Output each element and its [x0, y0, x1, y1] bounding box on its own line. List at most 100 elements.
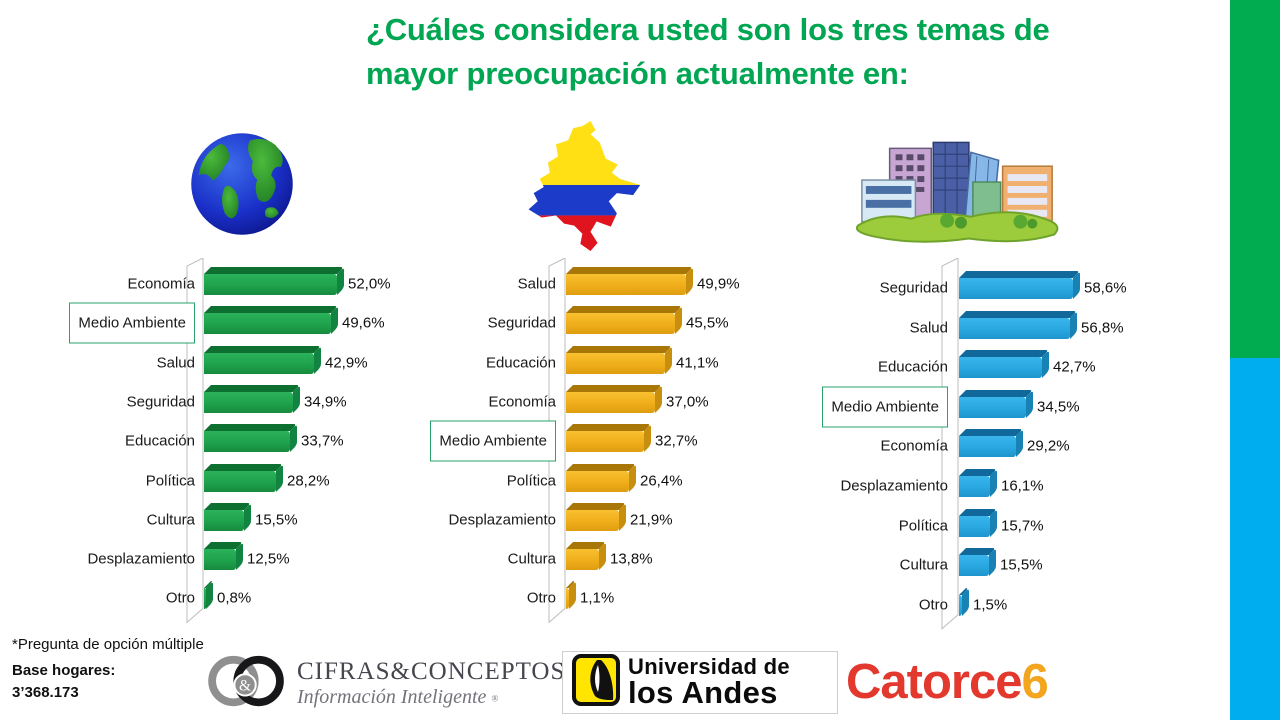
bar-top-face — [959, 310, 1077, 318]
category-label: Medio Ambiente — [398, 420, 556, 462]
category-text: Seguridad — [879, 279, 948, 297]
bar — [204, 470, 276, 492]
chart-world: Economía 52,0% Medio Ambiente 49,6% Salud 42,… — [10, 258, 392, 630]
bar — [566, 588, 569, 610]
value-label: 15,7% — [1001, 517, 1044, 535]
chart-city: Seguridad 58,6% Salud 56,8% Educación 42,7% Me… — [790, 258, 1180, 637]
bar — [204, 431, 290, 453]
category-label: Educación — [790, 359, 948, 376]
base-label: Base hogares: — [12, 662, 116, 679]
bar — [566, 352, 665, 374]
bar — [204, 391, 293, 413]
category-text: Cultura — [899, 556, 948, 574]
value-label: 28,2% — [287, 472, 330, 489]
category-text: Otro — [165, 589, 195, 607]
category-text: Otro — [526, 589, 556, 607]
value-label: 15,5% — [255, 511, 298, 529]
catorce6-logo: Catorce 6 — [846, 650, 1049, 714]
category-label: Seguridad — [790, 280, 948, 297]
value-label: 12,5% — [247, 550, 290, 568]
category-text: Desplazamiento — [448, 511, 556, 529]
bar-top-face — [204, 463, 283, 471]
value-label: 32,7% — [655, 432, 698, 450]
category-text: Economía — [488, 393, 556, 411]
category-label: Política — [398, 472, 556, 489]
category-label: Salud — [790, 319, 948, 336]
category-text: Política — [898, 517, 948, 535]
catorce-wordmark: Catorce — [846, 655, 1022, 709]
category-label: Otro — [790, 596, 948, 613]
cifras-wordmark: CIFRAS&CONCEPTOS — [297, 657, 566, 685]
bar — [204, 352, 314, 374]
value-label: 45,5% — [686, 314, 729, 332]
category-label: Cultura — [10, 511, 195, 528]
category-label: Educación — [10, 433, 195, 450]
category-label: Salud — [10, 354, 195, 371]
value-label: 49,6% — [342, 314, 385, 332]
bar — [204, 549, 236, 571]
category-text: Cultura — [146, 511, 195, 529]
bar-top-face — [566, 424, 651, 432]
bar-top-face — [959, 271, 1080, 278]
value-label: 42,9% — [325, 354, 368, 372]
cifras-monogram-icon: & — [205, 650, 289, 717]
bar-top-face — [566, 306, 682, 314]
bar — [566, 470, 629, 492]
value-label: 42,7% — [1053, 358, 1096, 376]
uniandes-line1: Universidad de — [628, 654, 790, 680]
bar-top-face — [204, 267, 344, 274]
category-label: Desplazamiento — [10, 551, 195, 568]
bar — [566, 509, 619, 531]
bar-top-face — [204, 424, 297, 432]
value-label: 1,5% — [973, 596, 1008, 614]
bar-top-face — [959, 389, 1033, 397]
bar — [566, 274, 686, 295]
bar — [959, 357, 1042, 379]
bar — [566, 313, 675, 335]
globe-icon — [188, 130, 296, 243]
catorce-six: 6 — [1021, 655, 1048, 709]
category-text: Política — [506, 472, 556, 489]
bar — [959, 278, 1073, 299]
colombia-map-icon — [518, 120, 663, 257]
category-text: Educación — [877, 358, 948, 376]
value-label: 13,8% — [610, 550, 653, 568]
category-label: Seguridad — [10, 393, 195, 410]
green-accent-stripe — [1230, 0, 1280, 358]
base-value: 3’368.173 — [12, 684, 79, 701]
category-label: Medio Ambiente — [790, 386, 948, 428]
category-label: Cultura — [398, 551, 556, 568]
highlighted-category-box: Medio Ambiente — [69, 302, 195, 344]
bar-top-face — [959, 429, 1023, 437]
category-text: Educación — [485, 354, 556, 372]
category-label: Política — [10, 472, 195, 489]
bar — [566, 431, 644, 453]
category-text: Desplazamiento — [87, 550, 195, 568]
uniandes-shield-icon — [572, 654, 620, 711]
bar — [959, 555, 989, 577]
value-label: 33,7% — [301, 432, 344, 450]
category-text: Economía — [880, 437, 948, 455]
category-text: Cultura — [507, 550, 556, 568]
category-text: Salud — [156, 354, 195, 372]
category-label: Economía — [398, 393, 556, 410]
bar — [959, 317, 1070, 339]
category-text: Desplazamiento — [840, 477, 948, 495]
category-label: Desplazamiento — [398, 511, 556, 528]
value-label: 52,0% — [348, 275, 391, 293]
category-label: Economía — [10, 276, 195, 293]
value-label: 56,8% — [1081, 319, 1124, 337]
cifras-conceptos-logo: & CIFRAS&CONCEPTOS Información Inteligen… — [205, 651, 565, 715]
cifras-tagline: Información Inteligente ® — [297, 685, 499, 708]
value-label: 37,0% — [666, 393, 709, 411]
value-label: 49,9% — [697, 275, 740, 293]
category-text: Otro — [918, 596, 948, 614]
category-label: Salud — [398, 276, 556, 293]
category-label: Política — [790, 517, 948, 534]
bar — [204, 588, 206, 610]
page-title-line2: mayor preocupación actualmente en: — [366, 56, 909, 92]
value-label: 41,1% — [676, 354, 719, 372]
bar — [204, 313, 331, 335]
category-text: Seguridad — [126, 393, 195, 411]
